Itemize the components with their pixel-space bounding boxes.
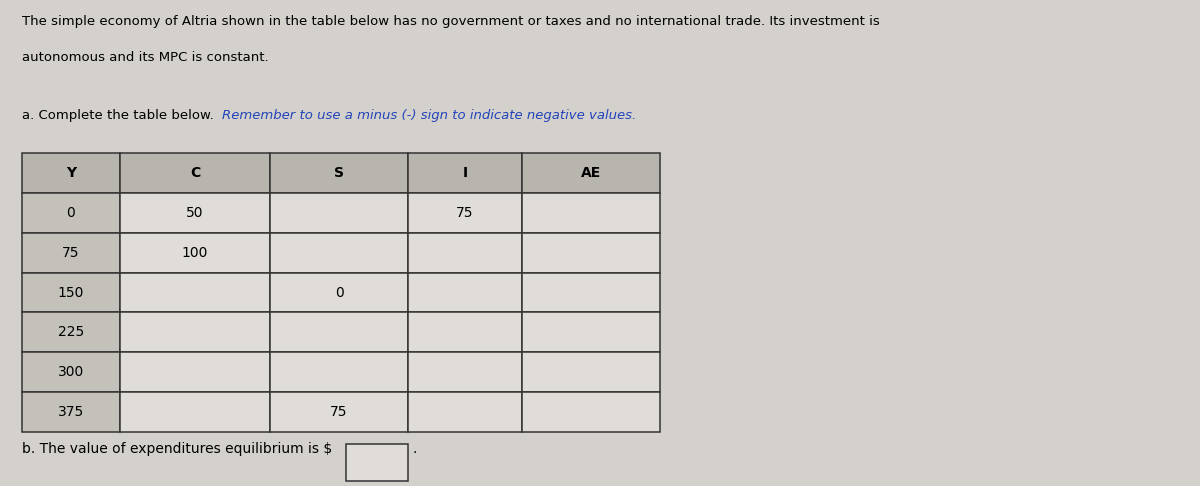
Bar xyxy=(120,193,270,233)
Bar xyxy=(270,273,408,312)
Bar xyxy=(120,312,270,352)
Bar xyxy=(408,352,522,392)
Text: b. The value of expenditures equilibrium is $: b. The value of expenditures equilibrium… xyxy=(22,442,332,456)
Bar xyxy=(408,193,522,233)
Bar xyxy=(408,312,522,352)
Text: .: . xyxy=(413,442,418,456)
Bar xyxy=(120,153,270,193)
Text: 75: 75 xyxy=(330,405,348,419)
Text: a. Complete the table below.: a. Complete the table below. xyxy=(22,109,217,122)
Bar xyxy=(22,392,120,432)
Text: 375: 375 xyxy=(58,405,84,419)
Bar xyxy=(120,273,270,312)
Text: 0: 0 xyxy=(66,206,76,220)
Text: 100: 100 xyxy=(182,246,208,260)
Bar xyxy=(522,352,660,392)
Text: C: C xyxy=(190,166,200,180)
Bar xyxy=(522,193,660,233)
Text: 75: 75 xyxy=(456,206,474,220)
Text: 300: 300 xyxy=(58,365,84,379)
Bar xyxy=(522,273,660,312)
Bar xyxy=(522,153,660,193)
Bar xyxy=(22,153,120,193)
Bar xyxy=(522,312,660,352)
Bar xyxy=(522,392,660,432)
Bar xyxy=(270,352,408,392)
Bar xyxy=(270,193,408,233)
Text: The simple economy of Altria shown in the table below has no government or taxes: The simple economy of Altria shown in th… xyxy=(22,15,880,28)
Bar xyxy=(346,444,408,481)
Text: 0: 0 xyxy=(335,286,343,299)
Text: Y: Y xyxy=(66,166,76,180)
Bar xyxy=(408,153,522,193)
Bar xyxy=(22,312,120,352)
Bar xyxy=(408,273,522,312)
Bar xyxy=(120,352,270,392)
Bar xyxy=(22,352,120,392)
Text: 225: 225 xyxy=(58,326,84,339)
Bar xyxy=(408,392,522,432)
Bar xyxy=(22,273,120,312)
Bar xyxy=(270,392,408,432)
Bar xyxy=(22,233,120,273)
Bar xyxy=(22,193,120,233)
Text: autonomous and its MPC is constant.: autonomous and its MPC is constant. xyxy=(22,51,269,64)
Text: S: S xyxy=(334,166,344,180)
Bar xyxy=(270,153,408,193)
Text: I: I xyxy=(462,166,468,180)
Text: 150: 150 xyxy=(58,286,84,299)
Bar xyxy=(120,392,270,432)
Bar xyxy=(522,233,660,273)
Bar xyxy=(408,233,522,273)
Text: 75: 75 xyxy=(62,246,79,260)
Bar xyxy=(270,233,408,273)
Text: AE: AE xyxy=(581,166,601,180)
Text: Remember to use a minus (-) sign to indicate negative values.: Remember to use a minus (-) sign to indi… xyxy=(222,109,636,122)
Text: 50: 50 xyxy=(186,206,204,220)
Bar xyxy=(270,312,408,352)
Bar xyxy=(120,233,270,273)
